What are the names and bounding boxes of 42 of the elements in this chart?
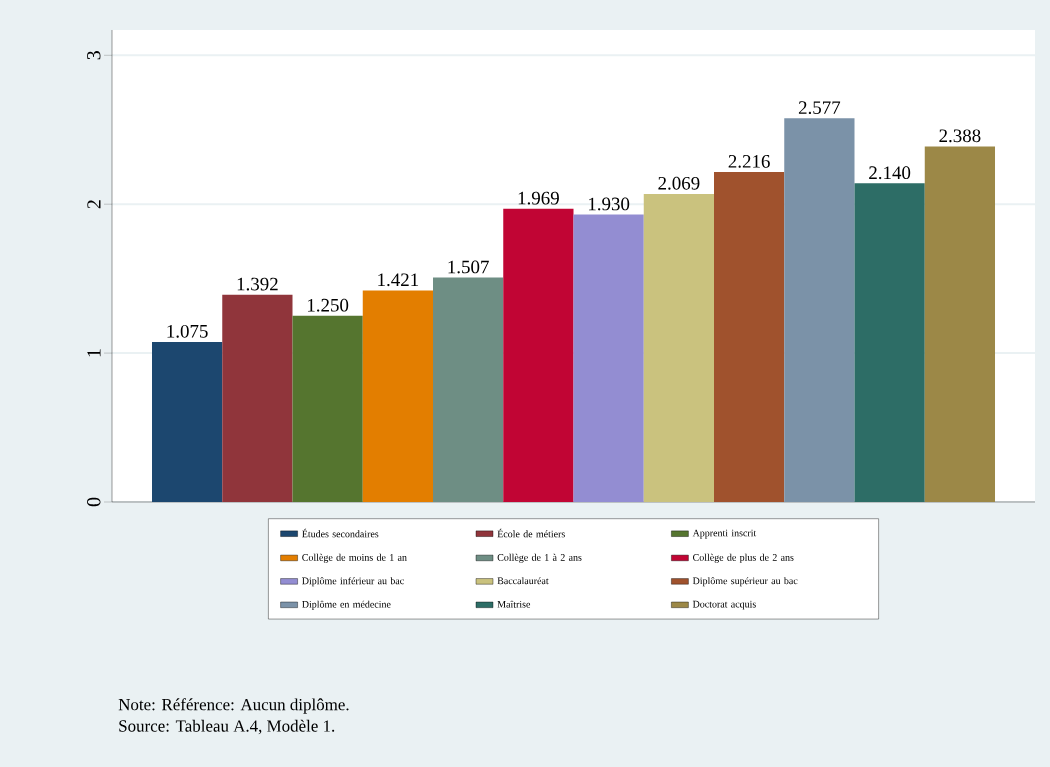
data-label: 2.069 bbox=[658, 176, 700, 190]
bar bbox=[433, 277, 504, 502]
legend-label: Baccalauréat bbox=[497, 577, 549, 585]
legend-label: École de métiers bbox=[497, 528, 565, 538]
bar bbox=[573, 214, 644, 502]
bar bbox=[714, 172, 785, 502]
bar bbox=[152, 341, 223, 502]
y-tick-label: 3 bbox=[87, 51, 101, 60]
data-label: 2.388 bbox=[939, 129, 981, 143]
legend-label: Collège de 1 à 2 ans bbox=[497, 553, 582, 563]
y-tick-label: 0 bbox=[87, 497, 101, 507]
bar bbox=[292, 315, 363, 502]
data-label: 1.930 bbox=[588, 197, 630, 211]
bar bbox=[643, 193, 715, 502]
data-label: 1.392 bbox=[237, 277, 278, 291]
data-label: 1.507 bbox=[448, 260, 489, 274]
data-label: 1.075 bbox=[167, 324, 208, 338]
legend-label: Maîtrise bbox=[497, 600, 531, 608]
data-label: 1.250 bbox=[307, 298, 349, 312]
text: Note: Référence: Aucun diplôme. bbox=[118, 698, 349, 714]
bar bbox=[503, 208, 574, 502]
legend-label: Études secondaires bbox=[302, 528, 379, 538]
legend-label: Collège de plus de 2 ans bbox=[693, 553, 794, 563]
legend-label: Diplôme inférieur au bac bbox=[302, 577, 404, 587]
bar bbox=[362, 290, 434, 502]
data-label: 1.421 bbox=[378, 273, 419, 287]
legend-label: Diplôme en médecine bbox=[302, 600, 391, 610]
y-tick-label: 1 bbox=[87, 349, 101, 357]
bar bbox=[854, 183, 925, 502]
data-label: 2.577 bbox=[798, 101, 841, 115]
y-tick-label: 2 bbox=[87, 200, 101, 209]
legend-label: Doctorat acquis bbox=[692, 600, 756, 610]
bar bbox=[222, 294, 293, 502]
legend-label: Collège de moins de 1 an bbox=[302, 553, 407, 563]
legend-label: Diplôme supérieur au bac bbox=[692, 577, 798, 587]
bar bbox=[784, 118, 855, 502]
source-note: Source: Tableau A.4, Modèle 1. bbox=[119, 719, 335, 735]
data-label: 2.140 bbox=[869, 166, 911, 180]
legend-label: Apprenti inscrit bbox=[692, 529, 757, 539]
data-label: 1.969 bbox=[518, 191, 559, 205]
bar bbox=[924, 146, 996, 502]
data-label: 2.216 bbox=[728, 155, 770, 168]
